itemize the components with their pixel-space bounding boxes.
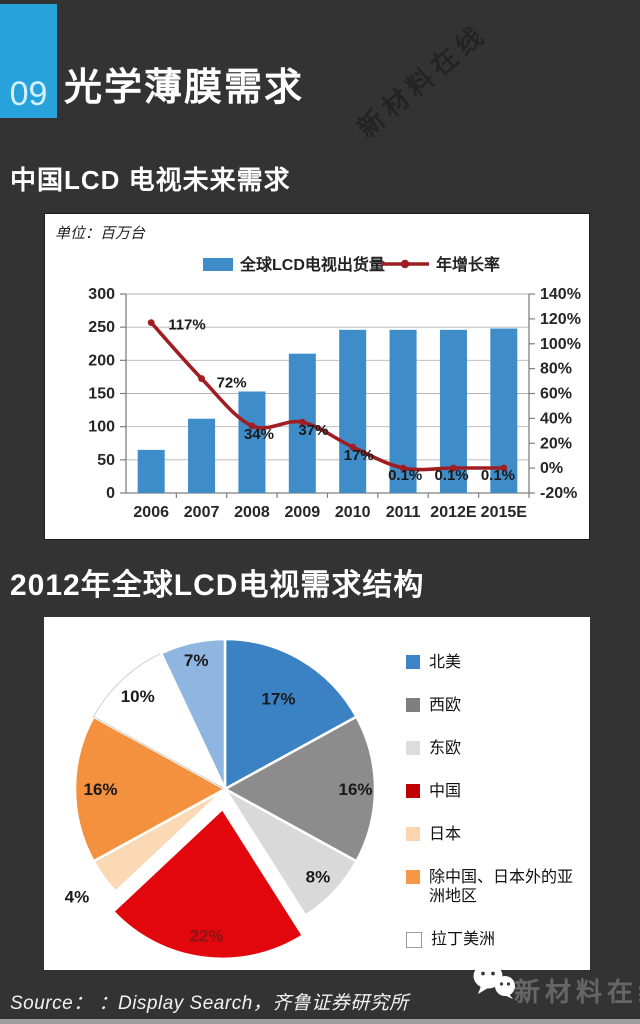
- svg-text:200: 200: [88, 352, 115, 369]
- legend-bar-swatch: [203, 258, 233, 271]
- pie-slice: [223, 787, 359, 918]
- pie-legend-swatch: [406, 827, 420, 841]
- pie-legend-item: 拉丁美洲: [406, 930, 586, 949]
- svg-text:120%: 120%: [540, 311, 581, 328]
- svg-text:0%: 0%: [540, 460, 563, 477]
- pie-legend-item: 除中国、日本外的亚洲地区: [406, 868, 586, 906]
- svg-text:0.1%: 0.1%: [388, 467, 422, 484]
- pie-legend: 北美西欧东欧中国日本除中国、日本外的亚洲地区拉丁美洲: [406, 653, 586, 949]
- svg-text:17%: 17%: [344, 447, 374, 464]
- section2-title: 2012年全球LCD电视需求结构: [10, 569, 425, 602]
- svg-text:-20%: -20%: [540, 485, 577, 502]
- pie-legend-item: 西欧: [406, 696, 586, 715]
- pie-slice-label: 22%: [189, 926, 223, 945]
- pie-legend-label: 北美: [429, 654, 462, 671]
- pie-slice-label: 7%: [184, 651, 209, 670]
- svg-text:0: 0: [106, 485, 115, 502]
- svg-text:2015E: 2015E: [481, 504, 528, 521]
- slide-number: 09: [0, 4, 57, 118]
- brand-watermark: 新材料在线: [514, 977, 640, 1007]
- pie-legend-label: 中国: [429, 783, 462, 800]
- svg-text:300: 300: [88, 286, 115, 303]
- svg-text:2010: 2010: [335, 504, 371, 521]
- bottom-strip: [0, 1019, 640, 1024]
- pie-legend-item: 日本: [406, 825, 586, 844]
- pie-legend-swatch: [406, 932, 422, 948]
- pie-legend-item: 北美: [406, 653, 586, 672]
- svg-text:150: 150: [88, 386, 115, 403]
- pie-slice: [223, 637, 359, 792]
- pie-slice-label: 10%: [121, 687, 155, 706]
- legend-line-label: 年增长率: [436, 255, 500, 274]
- svg-text:100%: 100%: [540, 336, 581, 353]
- bar-line-chart: 单位：百万台 0 50 100 150 200 250 300 -20% 0% 20% 40% 60% 8…: [55, 224, 581, 521]
- pie-slice: [159, 637, 227, 790]
- svg-text:117%: 117%: [168, 317, 206, 334]
- svg-text:0.1%: 0.1%: [434, 467, 468, 484]
- section1-title: 中国LCD 电视未来需求: [10, 165, 291, 195]
- svg-text:250: 250: [88, 319, 115, 336]
- pie-chart-panel: 17% 16% 8% 22% 4% 16% 10% 7% 北美西欧东欧中国日本除中国、日本外的…: [44, 617, 590, 970]
- svg-text:34%: 34%: [244, 426, 274, 443]
- svg-text:40%: 40%: [540, 410, 572, 427]
- svg-text:2011: 2011: [386, 504, 421, 521]
- svg-text:2008: 2008: [234, 504, 270, 521]
- svg-text:2012E: 2012E: [430, 504, 477, 521]
- bar-series: [137, 328, 518, 493]
- svg-text:50: 50: [97, 452, 115, 469]
- svg-text:80%: 80%: [540, 361, 572, 378]
- pie-slice-label: 16%: [338, 780, 372, 799]
- pie-slice-label: 16%: [83, 780, 117, 799]
- pie-legend-swatch: [406, 655, 420, 669]
- pie-legend-label: 日本: [429, 826, 462, 843]
- pie-legend-item: 中国: [406, 782, 586, 801]
- svg-text:140%: 140%: [540, 286, 581, 303]
- wechat-icon: [473, 963, 515, 999]
- bar-chart-panel: 单位：百万台 0 50 100 150 200 250 300 -20% 0% 20% 40% 60% 8…: [44, 213, 590, 540]
- svg-text:72%: 72%: [217, 375, 247, 392]
- pie-legend-label: 西欧: [429, 697, 462, 714]
- watermark-text: 新材料在线: [351, 17, 494, 144]
- pie-slice: [73, 715, 228, 863]
- svg-text:20%: 20%: [540, 435, 572, 452]
- pie-legend-swatch: [406, 741, 420, 755]
- unit-label: 单位：百万台: [55, 224, 146, 242]
- svg-text:2006: 2006: [133, 504, 169, 521]
- pie-legend-item: 东欧: [406, 739, 586, 758]
- pie-legend-swatch: [406, 784, 420, 798]
- pie-legend-swatch: [406, 870, 420, 884]
- svg-text:60%: 60%: [540, 386, 572, 403]
- pie-legend-swatch: [406, 698, 420, 712]
- svg-text:100: 100: [88, 419, 115, 436]
- legend-bar-label: 全球LCD电视出货量: [239, 255, 385, 274]
- pie-slice: [222, 715, 377, 863]
- pie-slice: [111, 806, 305, 961]
- svg-text:2007: 2007: [184, 504, 220, 521]
- pie-slice-label: 8%: [306, 867, 331, 886]
- pie-legend-label: 拉丁美洲: [431, 931, 496, 948]
- svg-text:37%: 37%: [298, 422, 328, 439]
- pie-legend-label: 东欧: [429, 740, 462, 757]
- pie-slice-label: 17%: [261, 690, 295, 709]
- page-title: 光学薄膜需求: [64, 67, 305, 109]
- pie-slice-label: 4%: [65, 888, 90, 907]
- source-note: Source： ：Display Search，齐鲁证券研究所: [10, 993, 409, 1014]
- pie-legend-label: 除中国、日本外的亚洲地区: [429, 869, 574, 905]
- svg-text:0.1%: 0.1%: [481, 467, 515, 484]
- pie-slice: [92, 652, 227, 791]
- svg-text:2009: 2009: [285, 504, 321, 521]
- pie-chart: 17% 16% 8% 22% 4% 16% 10% 7%: [65, 637, 377, 961]
